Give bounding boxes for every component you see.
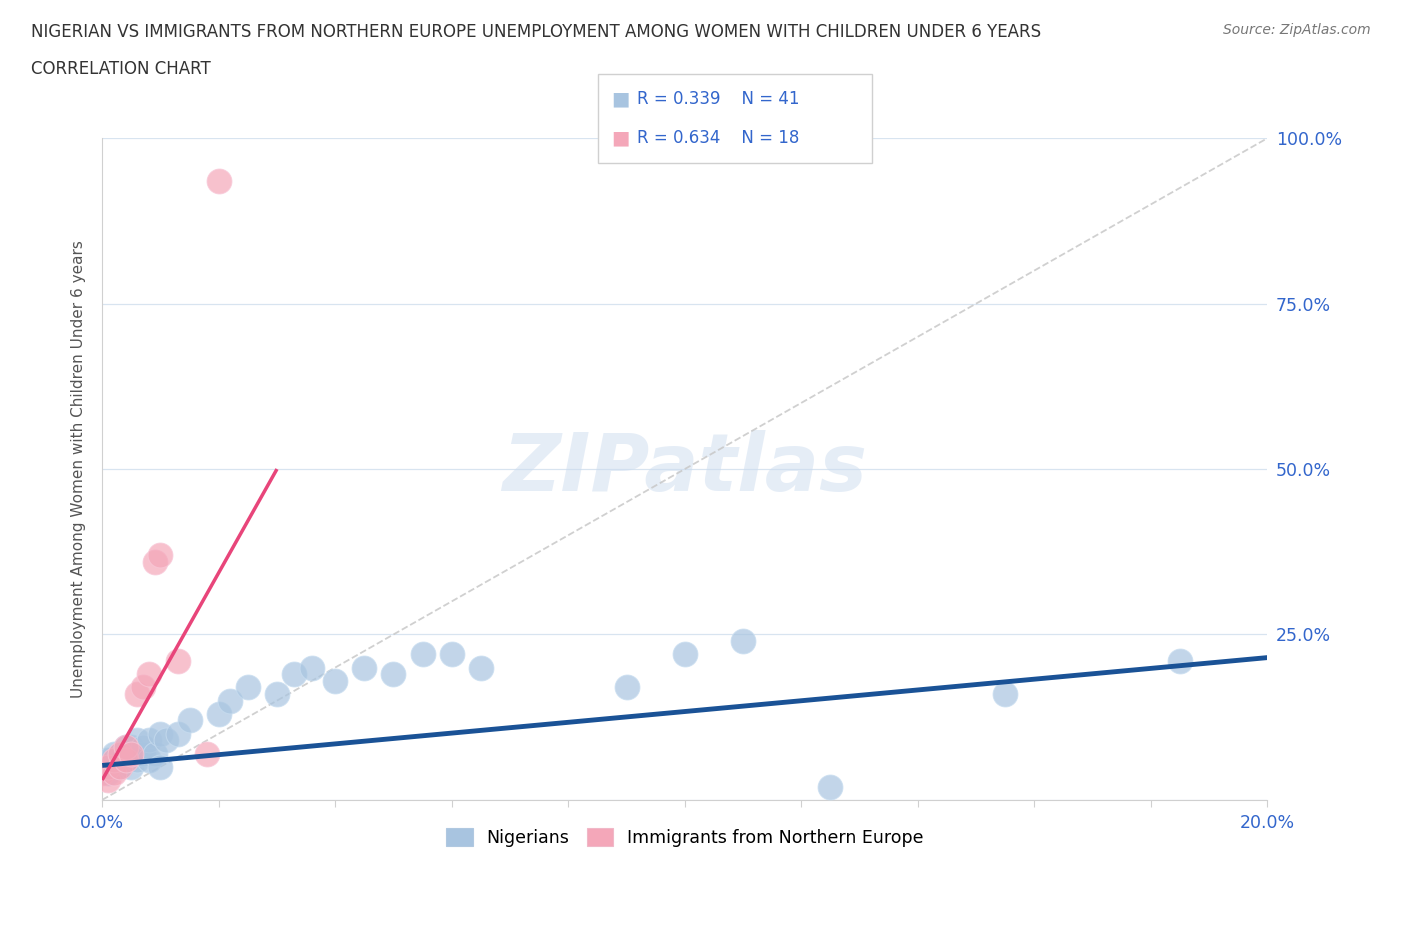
Point [155, 733, 177, 748]
Point [108, 746, 131, 761]
Point [412, 647, 434, 662]
Text: ■: ■ [612, 128, 630, 148]
Point [994, 686, 1017, 701]
Point [132, 746, 155, 761]
Point [470, 660, 492, 675]
Point [138, 667, 160, 682]
Point [97, 759, 120, 774]
Point [820, 779, 842, 794]
Point [103, 766, 125, 781]
Point [208, 707, 231, 722]
Point [167, 726, 190, 741]
Text: ZIPatlas: ZIPatlas [502, 430, 868, 508]
Point [103, 746, 125, 761]
Point [353, 660, 375, 675]
Point [143, 746, 166, 761]
Point [120, 759, 142, 774]
Point [97, 752, 120, 767]
Point [114, 752, 136, 767]
Point [179, 713, 201, 728]
Point [236, 680, 259, 695]
Point [440, 647, 463, 662]
Point [127, 752, 149, 767]
Point [91, 766, 114, 781]
Text: R = 0.339    N = 41: R = 0.339 N = 41 [637, 90, 800, 108]
Text: ■: ■ [612, 89, 630, 109]
Point [1168, 654, 1191, 669]
Point [266, 686, 288, 701]
Point [120, 739, 142, 754]
Point [301, 660, 323, 675]
Point [108, 746, 131, 761]
Point [103, 759, 125, 774]
Text: Source: ZipAtlas.com: Source: ZipAtlas.com [1223, 23, 1371, 37]
Point [97, 773, 120, 788]
Point [120, 746, 142, 761]
Point [103, 752, 125, 767]
Y-axis label: Unemployment Among Women with Children Under 6 years: Unemployment Among Women with Children U… [72, 240, 86, 698]
Point [132, 680, 155, 695]
Point [673, 647, 696, 662]
Point [127, 686, 149, 701]
Point [132, 739, 155, 754]
Point [108, 759, 131, 774]
Point [97, 766, 120, 781]
Point [149, 726, 172, 741]
Point [219, 693, 242, 708]
Point [114, 752, 136, 767]
Legend: Nigerians, Immigrants from Northern Europe: Nigerians, Immigrants from Northern Euro… [440, 821, 929, 854]
Point [208, 174, 231, 189]
Point [616, 680, 638, 695]
Point [283, 667, 305, 682]
Point [114, 739, 136, 754]
Point [91, 759, 114, 774]
Point [149, 759, 172, 774]
Point [138, 752, 160, 767]
Point [138, 733, 160, 748]
Point [108, 759, 131, 774]
Point [114, 739, 136, 754]
Point [323, 673, 346, 688]
Text: R = 0.634    N = 18: R = 0.634 N = 18 [637, 129, 799, 147]
Point [167, 654, 190, 669]
Point [127, 733, 149, 748]
Point [382, 667, 405, 682]
Point [149, 548, 172, 563]
Text: NIGERIAN VS IMMIGRANTS FROM NORTHERN EUROPE UNEMPLOYMENT AMONG WOMEN WITH CHILDR: NIGERIAN VS IMMIGRANTS FROM NORTHERN EUR… [31, 23, 1040, 41]
Point [195, 746, 218, 761]
Point [143, 554, 166, 569]
Point [731, 633, 754, 648]
Text: CORRELATION CHART: CORRELATION CHART [31, 60, 211, 78]
